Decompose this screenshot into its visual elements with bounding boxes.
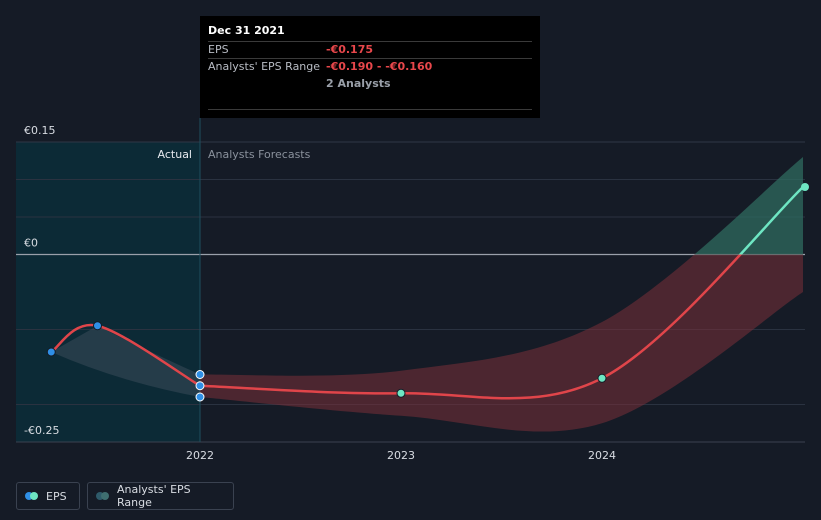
tooltip: Dec 31 2021 EPS -€0.175 Analysts' EPS Ra…: [200, 16, 540, 118]
eps-forecast-end-point: [801, 183, 809, 191]
legend-range-label: Analysts' EPS Range: [117, 483, 191, 509]
eps-forecast-point: [396, 388, 406, 398]
actual-region: [16, 142, 200, 442]
forecast-label: Analysts Forecasts: [208, 148, 311, 161]
eps-forecast-point: [597, 373, 607, 383]
range-legend-icon: [96, 492, 109, 500]
eps-actual-point: [92, 321, 102, 331]
historical-eps-range: [51, 325, 201, 397]
tooltip-range-label: Analysts' EPS Range: [208, 60, 321, 73]
x-tick-label: 2024: [588, 449, 616, 462]
tooltip-date: Dec 31 2021: [208, 24, 285, 37]
legend-range[interactable]: Analysts' EPS Range: [87, 482, 234, 510]
tooltip-divider: [208, 41, 532, 42]
tooltip-divider: [208, 58, 532, 59]
tooltip-range-value: -€0.190 - -€0.160: [326, 60, 433, 73]
legend-eps-label: EPS: [46, 489, 67, 503]
eps-legend-icon: [25, 492, 38, 500]
eps-selected-point: [195, 381, 205, 391]
actual-label: Actual: [158, 148, 192, 161]
x-tick-label: 2022: [186, 449, 214, 462]
analysts-eps-range-band-positive: [694, 157, 803, 255]
y-tick-label: -€0.25: [24, 424, 59, 437]
eps-range-high-point: [195, 370, 205, 379]
tooltip-eps-label: EPS: [208, 43, 229, 56]
analysts-eps-range-band: [200, 254, 803, 432]
eps-range-low-point: [195, 392, 205, 402]
eps-line-forecast: [199, 254, 743, 400]
x-tick-label: 2023: [387, 449, 415, 462]
legend-eps[interactable]: EPS: [16, 482, 80, 510]
tooltip-eps-value: -€0.175: [326, 43, 374, 56]
tooltip-divider: [208, 109, 532, 110]
tooltip-analysts: 2 Analysts: [326, 77, 391, 90]
y-tick-label: €0.15: [24, 124, 56, 137]
eps-actual-point: [46, 347, 56, 357]
y-tick-label: €0: [24, 237, 38, 250]
